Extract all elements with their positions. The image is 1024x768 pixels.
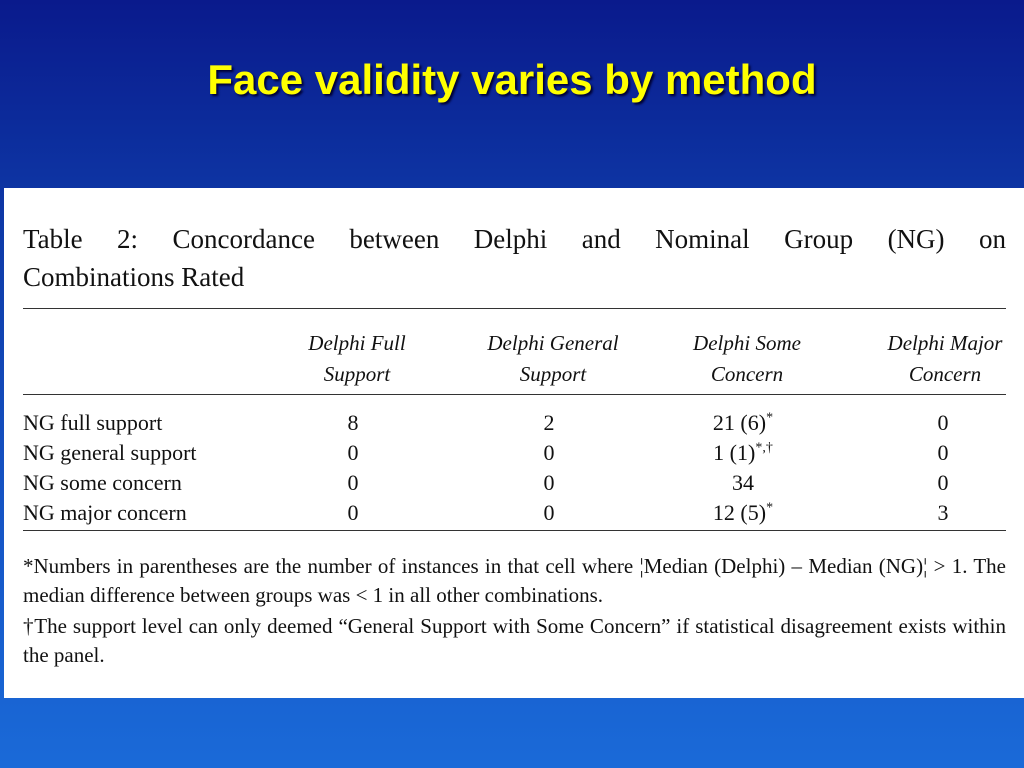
row-label: NG major concern [23,500,187,525]
header-rule [23,394,1006,395]
table-row: NG full support 8 2 21 (6)* 0 [23,408,1006,438]
table-cell: 0 [937,410,949,435]
col-header-delphi-general-support: Delphi General Support [487,331,619,386]
table-panel: Table 2: Concordance between Delphi and … [4,188,1024,698]
table-row: NG general support 0 0 1 (1)*,† 0 [23,438,1006,468]
row-label: NG general support [23,440,197,465]
slide-title: Face validity varies by method [207,56,817,103]
table-row: NG some concern 0 0 34 0 [23,468,1006,498]
table-cell: 0 [543,470,555,495]
table-cell: 1 (1)*,† [713,440,773,465]
row-label: NG some concern [23,470,182,495]
footnote-mark: * [766,500,774,516]
table-caption: Table 2: Concordance between Delphi and … [23,220,1006,296]
table-cell: 0 [347,470,359,495]
table-cell: 21 (6)* [712,410,774,435]
table-cell: 0 [937,440,949,465]
footnote-asterisk: *Numbers in parentheses are the number o… [23,554,1006,607]
table-cell: 2 [543,410,555,435]
col-header-delphi-full-support: Delphi Full Support [308,331,406,386]
table-cell: 3 [937,500,949,525]
col-header-delphi-some-concern: Delphi Some Concern [693,331,801,386]
table-cell: 8 [347,410,359,435]
footnote-mark: *,† [755,440,773,456]
table-cell: 0 [543,440,555,465]
table-cell: 0 [937,470,949,495]
caption-line-1: Table 2: Concordance between Delphi and … [23,224,1006,254]
caption-line-2: Combinations Rated [23,262,245,292]
footnote-dagger: †The support level can only deemed “Gene… [23,614,1006,667]
bottom-rule [23,530,1006,531]
col-header-delphi-major-concern: Delphi Major Concern [887,331,1003,386]
table-cell: 0 [347,500,359,525]
table-cell: 34 [732,470,754,495]
footnote-mark: * [766,410,774,426]
top-rule [23,308,1006,309]
table-cell: 12 (5)* [712,500,774,525]
row-label: NG full support [23,410,163,435]
table-cell: 0 [543,500,555,525]
table-row: NG major concern 0 0 12 (5)* 3 [23,498,1006,528]
table-cell: 0 [347,440,359,465]
